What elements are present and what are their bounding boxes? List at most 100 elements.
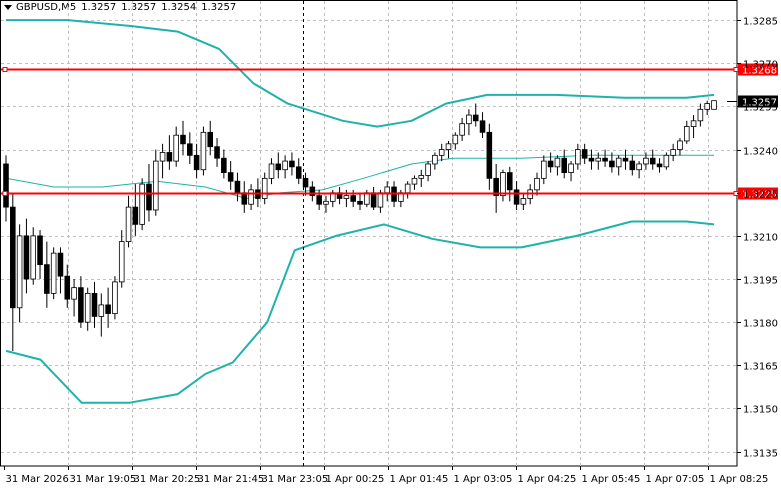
- chart-overlays[interactable]: 1.3268 1.3225 1.3257: [1, 1, 778, 466]
- candle-bull[interactable]: [139, 183, 145, 225]
- candle-bull[interactable]: [670, 149, 676, 156]
- candle-bear[interactable]: [234, 180, 241, 194]
- candle-bull[interactable]: [425, 163, 431, 176]
- candle-bull[interactable]: [159, 152, 166, 162]
- candle-bull[interactable]: [173, 134, 179, 162]
- candle-bear[interactable]: [295, 166, 302, 179]
- candle-bear[interactable]: [602, 157, 608, 162]
- candle-bear[interactable]: [357, 200, 363, 205]
- candle-bear[interactable]: [581, 149, 588, 159]
- candle-bull[interactable]: [384, 186, 391, 194]
- candle-bull[interactable]: [636, 163, 642, 171]
- candle-bull[interactable]: [711, 100, 717, 110]
- candle-bull[interactable]: [432, 154, 438, 165]
- level-handle[interactable]: [2, 67, 8, 72]
- candle-bear[interactable]: [649, 157, 656, 165]
- candle-bull[interactable]: [118, 241, 125, 283]
- candle-bear[interactable]: [10, 206, 16, 309]
- candle-bull[interactable]: [500, 172, 506, 197]
- candle-bull[interactable]: [541, 160, 547, 179]
- candle-bull[interactable]: [466, 114, 472, 125]
- candle-bull[interactable]: [411, 177, 418, 185]
- candle-bear[interactable]: [227, 172, 234, 182]
- candle-bull[interactable]: [16, 235, 23, 309]
- candle-bull[interactable]: [261, 177, 268, 199]
- header-triangle-icon[interactable]: [4, 4, 12, 10]
- candle-bear[interactable]: [57, 252, 64, 277]
- candle-bear[interactable]: [588, 157, 595, 162]
- candle-bear[interactable]: [561, 157, 568, 173]
- candle-bull[interactable]: [704, 103, 710, 110]
- candle-bull[interactable]: [71, 287, 77, 300]
- candle-bear[interactable]: [214, 146, 220, 159]
- candle-bear[interactable]: [486, 131, 493, 179]
- candle-bull[interactable]: [575, 149, 581, 165]
- candle-bull[interactable]: [30, 235, 37, 280]
- candle-bull[interactable]: [445, 143, 452, 150]
- candle-bear[interactable]: [289, 160, 295, 168]
- candle-bear[interactable]: [193, 154, 200, 171]
- candle-bear[interactable]: [180, 134, 186, 145]
- candle-bull[interactable]: [520, 198, 527, 205]
- candlestick-series[interactable]: [3, 100, 717, 351]
- candle-bull[interactable]: [595, 157, 602, 162]
- candle-bear[interactable]: [3, 163, 9, 208]
- candle-bear[interactable]: [472, 114, 479, 122]
- price-axis[interactable]: 1.3285 1.3270 1.3255 1.3240 1.3225 1.3210 1.31…: [737, 17, 778, 460]
- candle-bull[interactable]: [452, 134, 459, 145]
- candle-bear[interactable]: [44, 264, 50, 294]
- candle-bear[interactable]: [187, 143, 193, 156]
- candle-bull[interactable]: [459, 123, 465, 136]
- candle-bear[interactable]: [105, 304, 111, 314]
- candle-bull[interactable]: [98, 304, 105, 317]
- candle-bear[interactable]: [64, 275, 71, 300]
- candle-bull[interactable]: [677, 140, 683, 150]
- candle-bull[interactable]: [643, 157, 649, 165]
- candle-bear[interactable]: [275, 163, 282, 171]
- candle-bull[interactable]: [554, 157, 561, 168]
- candle-bull[interactable]: [683, 126, 690, 142]
- candle-bull[interactable]: [282, 160, 288, 171]
- candle-bull[interactable]: [377, 192, 384, 208]
- level-handle[interactable]: [733, 67, 739, 72]
- candle-bear[interactable]: [309, 186, 316, 197]
- candle-bear[interactable]: [609, 160, 615, 168]
- level-handle[interactable]: [2, 191, 8, 196]
- candle-bear[interactable]: [23, 235, 30, 280]
- candle-bear[interactable]: [513, 189, 520, 205]
- candle-bull[interactable]: [112, 281, 118, 314]
- candle-bear[interactable]: [479, 120, 486, 133]
- candle-bull[interactable]: [84, 293, 91, 323]
- candle-bear[interactable]: [622, 157, 629, 162]
- candle-bear[interactable]: [146, 183, 152, 211]
- candle-bull[interactable]: [690, 120, 697, 127]
- candle-bull[interactable]: [343, 195, 350, 199]
- candle-bull[interactable]: [663, 154, 670, 168]
- candle-bear[interactable]: [350, 195, 356, 202]
- candle-bear[interactable]: [166, 152, 173, 162]
- candle-bear[interactable]: [37, 235, 43, 266]
- candle-bull[interactable]: [418, 175, 425, 179]
- candle-bear[interactable]: [78, 287, 84, 323]
- candle-bear[interactable]: [493, 177, 499, 197]
- candle-bull[interactable]: [697, 108, 704, 122]
- candle-bull[interactable]: [615, 157, 622, 168]
- candle-bull[interactable]: [248, 189, 254, 205]
- candle-bull[interactable]: [404, 183, 411, 194]
- candle-bull[interactable]: [534, 177, 540, 191]
- candle-bear[interactable]: [221, 157, 227, 173]
- candle-bear[interactable]: [207, 131, 214, 148]
- candle-bear[interactable]: [132, 206, 139, 225]
- candle-bear[interactable]: [91, 293, 98, 317]
- candle-bear[interactable]: [656, 163, 663, 168]
- candle-bull[interactable]: [125, 206, 132, 243]
- candle-bear[interactable]: [316, 195, 322, 205]
- candle-bull[interactable]: [152, 160, 159, 211]
- candle-bull[interactable]: [50, 252, 57, 294]
- candle-bull[interactable]: [568, 163, 574, 173]
- candle-bear[interactable]: [370, 192, 377, 208]
- candle-bear[interactable]: [629, 160, 636, 171]
- candle-bear[interactable]: [506, 172, 513, 191]
- candle-bull[interactable]: [438, 149, 445, 156]
